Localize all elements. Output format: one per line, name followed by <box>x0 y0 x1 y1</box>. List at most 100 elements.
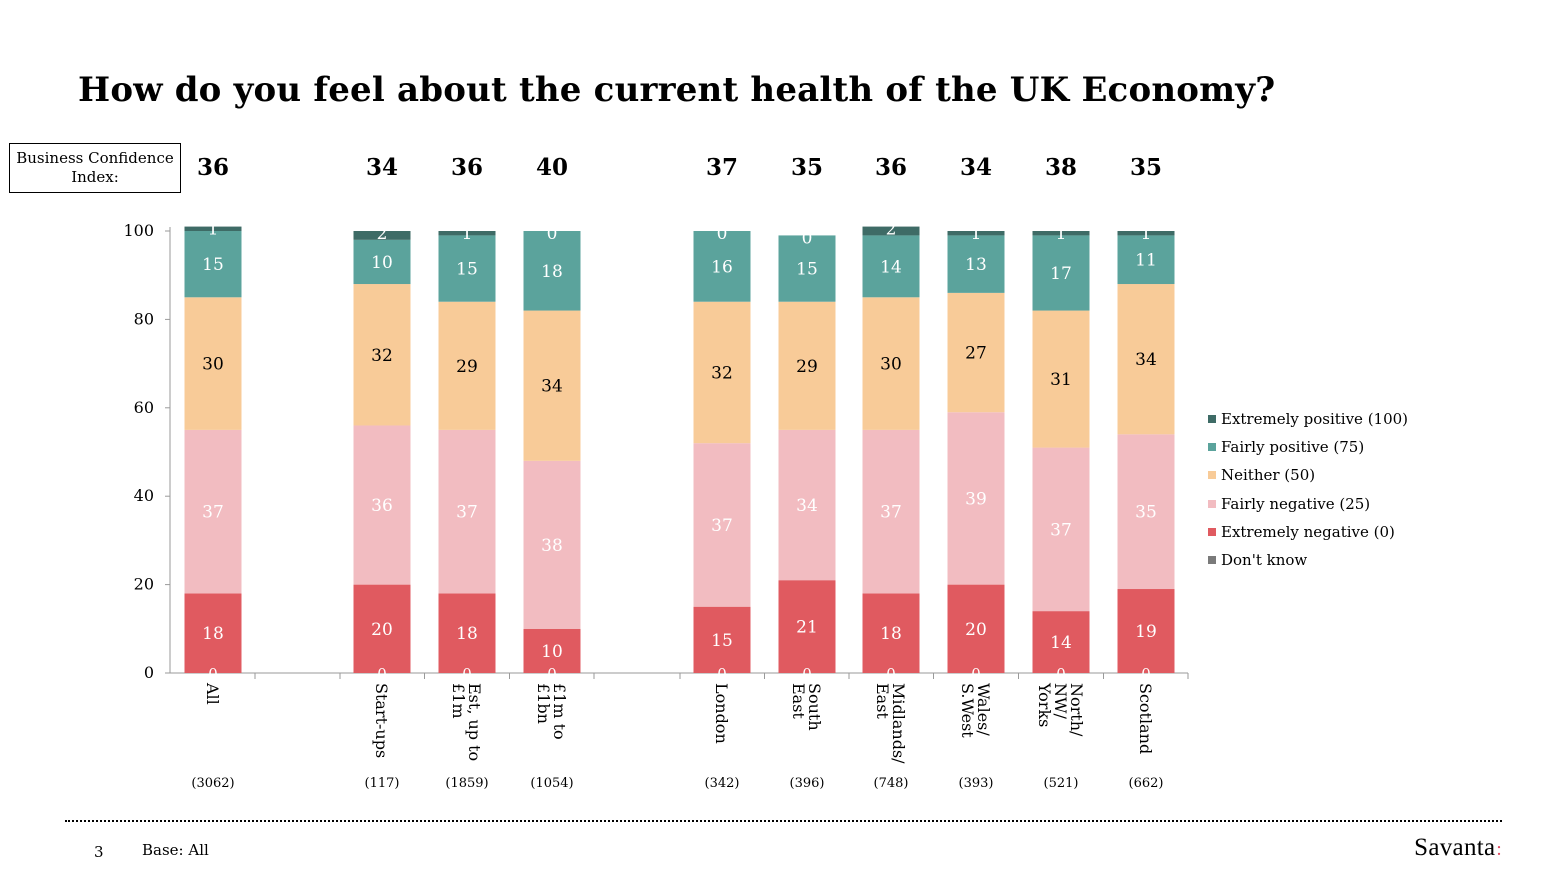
bar-segment-extremely-negative <box>1117 589 1175 673</box>
legend-label: Extremely positive (100) <box>1221 410 1409 429</box>
x-category-label: £1bn <box>534 683 553 724</box>
data-label: 15 <box>456 260 478 280</box>
bar-segment-extremely-positive <box>947 231 1005 236</box>
legend-item-extremely-negative: Extremely negative (0) <box>1208 518 1408 546</box>
data-label: 34 <box>796 496 818 516</box>
bar-segment-fairly-positive <box>184 231 242 298</box>
data-label: 37 <box>456 503 478 523</box>
x-category-label: £1m to <box>550 683 569 740</box>
legend-label: Fairly negative (25) <box>1221 494 1371 513</box>
chart-legend: Extremely positive (100) Fairly positive … <box>1208 405 1408 574</box>
x-category-label: Wales/ <box>974 683 993 736</box>
bar-segment-fairly-negative <box>523 460 581 629</box>
bar-segment-extremely-positive <box>1117 231 1175 236</box>
data-label: 15 <box>796 260 818 280</box>
bar-segment-neither <box>862 297 920 430</box>
data-label: 29 <box>796 357 818 377</box>
data-label: 1 <box>462 224 473 244</box>
bar-segment-fairly-positive <box>523 231 581 311</box>
data-label: 14 <box>880 257 902 277</box>
bar-segment-fairly-positive <box>1032 235 1090 311</box>
data-label: 10 <box>371 253 393 273</box>
bar-segment-extremely-negative <box>862 593 920 673</box>
bar-segment-fairly-positive <box>693 231 751 302</box>
data-label-dont-know: 0 <box>377 665 387 683</box>
data-label: 38 <box>541 536 563 556</box>
logo-text: Savanta <box>1414 834 1496 861</box>
bar-segment-extremely-negative <box>947 584 1005 673</box>
bar-segment-neither <box>353 284 411 426</box>
bar-segment-extremely-negative <box>693 606 751 673</box>
base-count: (3062) <box>191 776 234 791</box>
bar-segment-neither <box>438 301 496 430</box>
data-label-dont-know: 0 <box>1141 665 1151 683</box>
base-note: Base: All <box>142 841 209 859</box>
bar-segment-neither <box>693 301 751 444</box>
bar-segment-fairly-negative <box>693 443 751 607</box>
data-label: 18 <box>456 624 478 644</box>
x-category-label: All <box>203 682 222 705</box>
data-label: 2 <box>377 224 388 244</box>
data-label: 32 <box>711 363 733 383</box>
x-category-label: NW/ <box>1051 683 1070 719</box>
data-label: 11 <box>1135 251 1157 271</box>
data-label: 18 <box>541 262 563 282</box>
bci-value: 34 <box>960 154 992 181</box>
data-label: 17 <box>1050 264 1072 284</box>
base-count: (1054) <box>530 776 573 791</box>
y-tick-label: 100 <box>123 221 154 240</box>
data-label: 34 <box>541 377 563 397</box>
legend-label: Extremely negative (0) <box>1221 522 1395 541</box>
bar-segment-extremely-positive <box>353 231 411 240</box>
bci-value: 35 <box>791 154 823 181</box>
x-category-label: Midlands/ <box>889 683 908 764</box>
bar-segment-fairly-positive <box>947 235 1005 293</box>
legend-item-neither: Neither (50) <box>1208 461 1408 489</box>
base-count: (396) <box>790 776 825 791</box>
bci-label-box: Business Confidence Index: <box>9 143 181 193</box>
data-label: 30 <box>202 355 224 375</box>
bar-segment-extremely-negative <box>523 628 581 673</box>
bar-segment-extremely-negative <box>184 593 242 673</box>
bar-segment-neither <box>523 310 581 461</box>
data-label: 13 <box>965 255 987 275</box>
data-label: 18 <box>202 624 224 644</box>
bar-segment-fairly-negative <box>862 429 920 594</box>
bar-segment-extremely-positive <box>438 231 496 236</box>
bar-segment-fairly-negative <box>1117 434 1175 590</box>
data-label-dont-know: 0 <box>971 665 981 683</box>
data-label-dont-know: 0 <box>462 665 472 683</box>
data-label-dont-know: 0 <box>1056 665 1066 683</box>
bar-segment-extremely-negative <box>778 580 836 673</box>
y-tick-label: 60 <box>134 398 154 417</box>
legend-label: Fairly positive (75) <box>1221 438 1365 457</box>
data-label: 10 <box>541 642 563 662</box>
data-label: 37 <box>202 503 224 523</box>
bar-segment-fairly-negative <box>947 412 1005 585</box>
bar-segment-extremely-negative <box>438 593 496 673</box>
x-category-label: Scotland <box>1136 683 1155 754</box>
base-count: (748) <box>874 776 909 791</box>
data-label: 16 <box>711 257 733 277</box>
bar-segment-neither <box>184 297 242 430</box>
bci-value: 36 <box>875 154 907 181</box>
bar-segment-extremely-negative <box>1032 611 1090 673</box>
data-label: 1 <box>1141 224 1152 244</box>
y-tick-label: 20 <box>134 575 154 594</box>
data-label: 37 <box>1050 520 1072 540</box>
data-label: 15 <box>711 631 733 651</box>
legend-item-extremely-positive: Extremely positive (100) <box>1208 405 1408 433</box>
legend-item-fairly-positive: Fairly positive (75) <box>1208 433 1408 461</box>
data-label: 0 <box>802 228 813 248</box>
data-label: 19 <box>1135 622 1157 642</box>
bar-segment-fairly-positive <box>353 239 411 285</box>
data-label: 32 <box>371 346 393 366</box>
base-count: (521) <box>1044 776 1079 791</box>
x-category-label: Est, up to <box>465 683 484 761</box>
data-label: 1 <box>971 224 982 244</box>
data-label: 0 <box>717 224 728 244</box>
data-label: 27 <box>965 344 987 364</box>
bar-segment-fairly-positive <box>778 235 836 302</box>
y-tick-label: 0 <box>144 663 154 682</box>
